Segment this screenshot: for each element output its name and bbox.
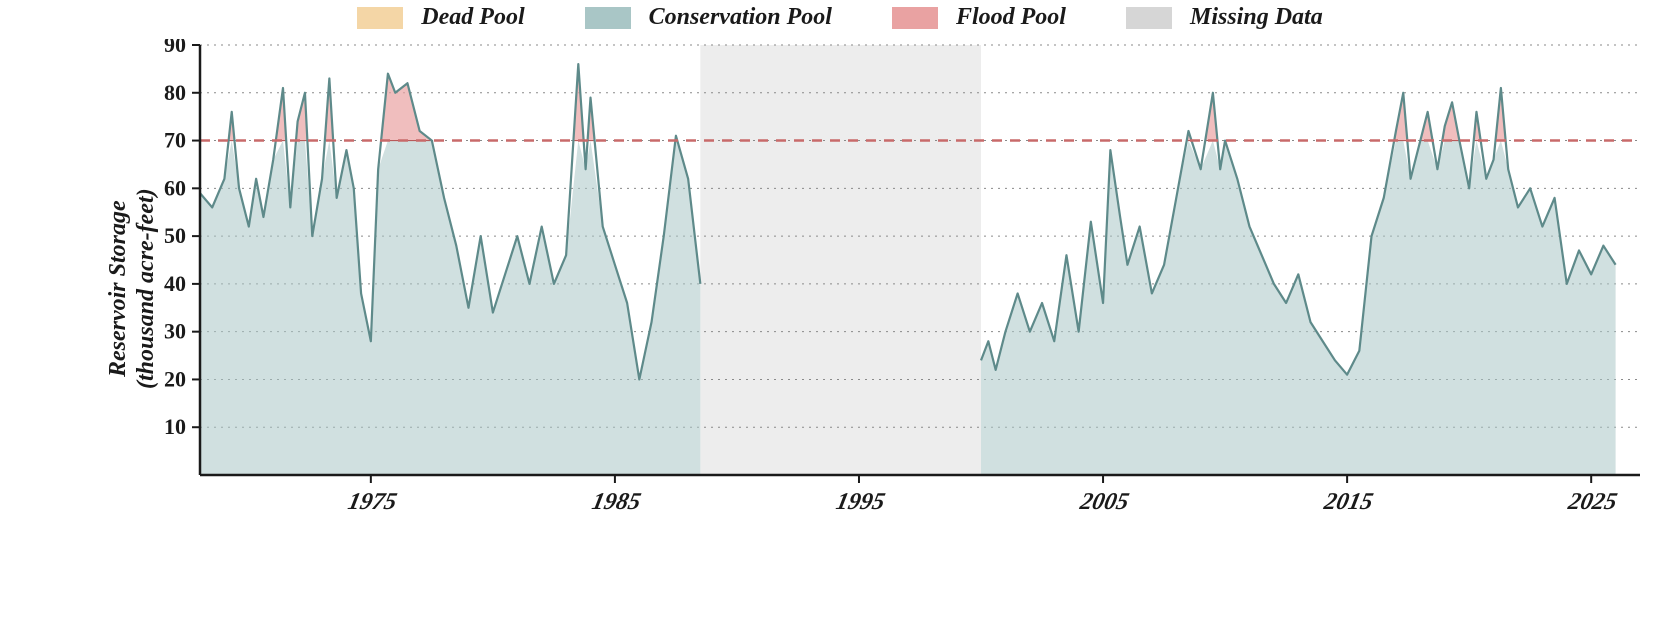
legend-label: Dead Pool: [421, 4, 524, 31]
plot-svg: 10 20 30 40 50 60 70 80 90 1975 1985 1995 2005 2015 20…: [0, 39, 1680, 629]
legend: Dead Pool Conservation Pool Flood Pool M…: [0, 0, 1680, 39]
legend-item-flood-pool: Flood Pool: [892, 4, 1066, 31]
svg-text:70: 70: [164, 128, 186, 153]
svg-text:1985: 1985: [590, 488, 644, 515]
legend-label: Flood Pool: [956, 4, 1066, 31]
svg-text:20: 20: [164, 366, 186, 391]
svg-text:30: 30: [164, 319, 186, 344]
svg-text:60: 60: [164, 175, 186, 200]
svg-text:40: 40: [164, 271, 186, 296]
legend-item-conservation-pool: Conservation Pool: [585, 4, 832, 31]
legend-swatch: [585, 7, 631, 29]
reservoir-storage-chart: Dead Pool Conservation Pool Flood Pool M…: [0, 0, 1680, 630]
svg-text:2005: 2005: [1077, 488, 1132, 515]
legend-swatch: [357, 7, 403, 29]
y-axis-label: Reservoir Storage (thousand acre-feet): [105, 188, 160, 389]
legend-label: Missing Data: [1190, 4, 1323, 31]
svg-text:2025: 2025: [1565, 488, 1620, 515]
legend-swatch: [1126, 7, 1172, 29]
legend-label: Conservation Pool: [649, 4, 832, 31]
svg-text:80: 80: [164, 80, 186, 105]
plot-area: Reservoir Storage (thousand acre-feet) 1…: [0, 39, 1680, 629]
svg-text:1975: 1975: [346, 488, 400, 515]
svg-text:2015: 2015: [1321, 488, 1376, 515]
legend-item-missing-data: Missing Data: [1126, 4, 1323, 31]
svg-text:10: 10: [164, 414, 186, 439]
svg-text:90: 90: [164, 39, 186, 57]
legend-swatch: [892, 7, 938, 29]
svg-text:1995: 1995: [834, 488, 888, 515]
svg-text:50: 50: [164, 223, 186, 248]
legend-item-dead-pool: Dead Pool: [357, 4, 524, 31]
